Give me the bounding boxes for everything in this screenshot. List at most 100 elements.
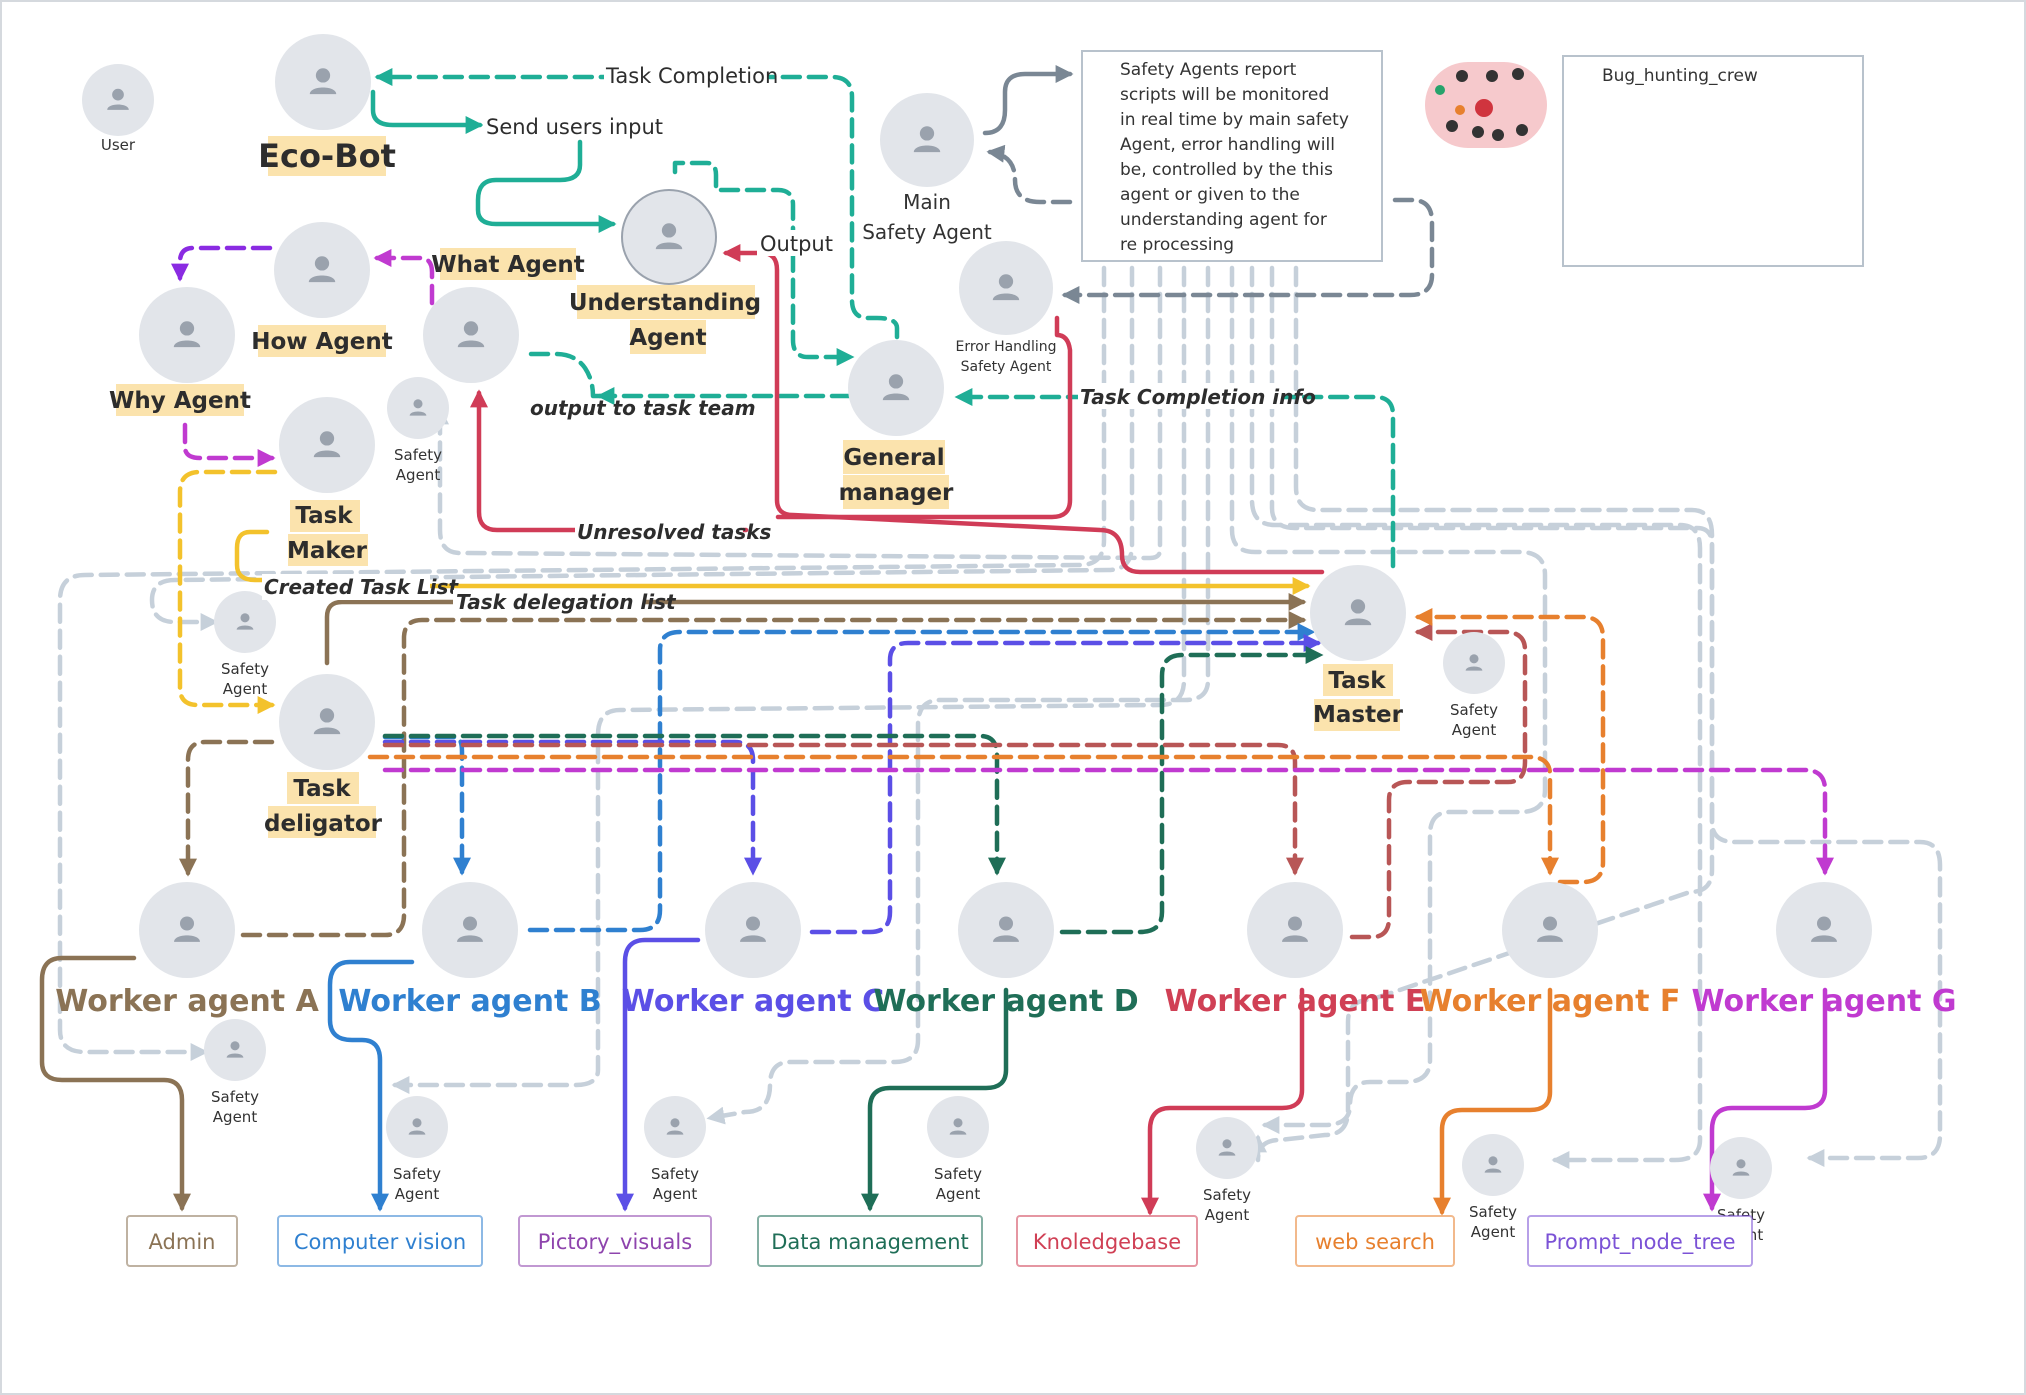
tool-label: Data management <box>771 1230 969 1254</box>
worker-agent-node[interactable]: Worker agent G <box>1692 882 1957 1019</box>
yellow-edges <box>177 469 1311 714</box>
user-node[interactable]: User <box>82 64 154 154</box>
safety-agent-node[interactable]: Safety Agent <box>644 1096 706 1203</box>
worker-agent-label: Worker agent D <box>873 984 1138 1019</box>
safety-note-line: understanding agent for <box>1120 210 1327 230</box>
task-deligator-node[interactable]: Task deligator <box>264 674 383 838</box>
worker-agent-node[interactable]: Worker agent D <box>873 882 1139 1019</box>
task-deligator-label-1: Task <box>293 776 351 802</box>
label-task-completion: Task Completion <box>605 64 778 88</box>
tool-box[interactable]: web search <box>1295 1215 1455 1267</box>
main-safety-agent-label-1: Main <box>903 190 951 214</box>
tool-box[interactable]: Pictory_visuals <box>518 1215 712 1267</box>
tool-label: web search <box>1315 1230 1435 1254</box>
worker-agent-node[interactable]: Worker agent C <box>622 882 884 1019</box>
safety-note-line: Agent, error handling will <box>1120 135 1335 155</box>
safety-agent-node[interactable]: Safety Agent <box>927 1096 989 1203</box>
tool-label: Admin <box>149 1230 216 1254</box>
safety-agent-node[interactable]: Safety Agent <box>1443 632 1505 739</box>
tool-box-border <box>757 1215 983 1267</box>
worker-agent-label: Worker agent A <box>55 984 319 1019</box>
safety-agent-node[interactable]: Safety Agent <box>1462 1134 1524 1241</box>
edge-e-to-knoledgebase <box>1141 987 1305 1216</box>
brown-edges <box>39 593 1307 1212</box>
safety-agent-label-1: Safety <box>211 1088 259 1106</box>
why-agent-node[interactable]: Why Agent <box>109 287 251 416</box>
worker-agent-node[interactable]: Worker agent E <box>1165 882 1426 1019</box>
task-maker-node[interactable]: Task Maker <box>279 397 375 566</box>
how-agent-node[interactable]: How Agent <box>251 222 393 357</box>
safety-agent-label-2: Agent <box>1205 1206 1250 1224</box>
label-unresolved-tasks: Unresolved tasks <box>577 520 772 544</box>
safety-agent-label-2: Agent <box>653 1185 698 1203</box>
edge-labels: Task Completion Send users input Output … <box>262 61 1316 616</box>
orange-edges <box>367 608 1606 1216</box>
worker-agent-node[interactable]: Worker agent A <box>55 882 320 1019</box>
safety-agent-node[interactable]: Safety Agent <box>1196 1117 1258 1224</box>
indigo-edges <box>382 634 1322 1212</box>
worker-agent-label: Worker agent G <box>1692 984 1957 1019</box>
safety-agent-node[interactable]: Safety Agent <box>386 1096 448 1203</box>
worker-agent-node[interactable]: Worker agent F <box>1420 882 1681 1019</box>
safety-agents: Safety Agent Safety Agent Safety Agent Safety A… <box>204 377 1772 1244</box>
label-output-to-task-team: output to task team <box>530 396 756 420</box>
tool-box[interactable]: Prompt_node_tree <box>1527 1215 1753 1267</box>
safety-agent-label-1: Safety <box>393 1165 441 1183</box>
main-safety-agent-label-2: Safety Agent <box>862 220 992 244</box>
label-task-delegation-list: Task delegation list <box>456 590 677 614</box>
purple-edges <box>171 245 435 467</box>
teal-edges <box>370 68 1396 569</box>
tool-box[interactable]: Admin <box>126 1215 238 1267</box>
error-handling-safety-agent-node[interactable]: Error Handling Safety Agent <box>956 241 1057 375</box>
how-agent-label: How Agent <box>251 329 393 355</box>
tool-box[interactable]: Data management <box>757 1215 983 1267</box>
tool-box-border <box>1527 1215 1753 1267</box>
safety-note-line: scripts will be monitored <box>1120 85 1329 105</box>
tools: Admin Computer vision Pictory_visuals Data … <box>126 1215 1753 1267</box>
safety-note-line: be, controlled by the this <box>1120 160 1333 180</box>
task-master-node[interactable]: Task Master <box>1310 565 1406 731</box>
general-manager-label-2: manager <box>839 480 954 506</box>
safety-note-box <box>1081 50 1383 262</box>
error-handling-label-2: Safety Agent <box>961 359 1052 375</box>
general-manager-label-1: General <box>843 445 944 471</box>
safety-agent-label-2: Agent <box>1471 1223 1516 1241</box>
general-manager-node[interactable]: General manager <box>839 340 954 509</box>
task-master-label-2: Master <box>1313 702 1404 728</box>
worker-agent-node[interactable]: Worker agent B <box>338 882 602 1019</box>
safety-agent-label-2: Agent <box>936 1185 981 1203</box>
label-send-users-input: Send users input <box>486 115 663 139</box>
bug-hunting-crew-label: Bug_hunting_crew <box>1602 66 1758 86</box>
safety-agent-label-1: Safety <box>394 446 442 464</box>
safety-agent-node[interactable]: Safety Agent <box>204 1019 266 1126</box>
tool-box[interactable]: Knoledgebase <box>1016 1215 1198 1267</box>
safety-agent-node[interactable]: Safety Agent <box>387 377 449 484</box>
understanding-agent-node[interactable]: Understanding Agent <box>569 189 761 354</box>
safety-agent-label-2: Agent <box>1452 721 1497 739</box>
task-maker-label-2: Maker <box>287 538 368 564</box>
worker-agents: Worker agent A Worker agent B Worker agent… <box>55 882 1957 1019</box>
tool-label: Prompt_node_tree <box>1545 1230 1736 1255</box>
bug-hunting-crew-box <box>1562 55 1864 267</box>
safety-agent-label-2: Agent <box>396 466 441 484</box>
main-safety-agent-node[interactable]: Main Safety Agent <box>862 93 992 244</box>
what-agent-node[interactable]: What Agent <box>423 248 585 383</box>
tool-box-border <box>1016 1215 1198 1267</box>
safety-agent-label-1: Safety <box>1469 1203 1517 1221</box>
safety-agent-node[interactable]: Safety Agent <box>214 591 276 698</box>
worker-agent-label: Worker agent F <box>1420 984 1681 1019</box>
safety-agent-label-1: Safety <box>1203 1186 1251 1204</box>
tool-box[interactable]: Computer vision <box>277 1215 483 1267</box>
safety-note-line: in real time by main safety <box>1120 110 1349 130</box>
eco-bot-node[interactable]: Eco-Bot <box>258 34 396 176</box>
red-worker-edges <box>382 623 1528 940</box>
safety-note-line: re processing <box>1120 235 1234 255</box>
understanding-agent-label-2: Agent <box>629 325 706 351</box>
tool-box-border <box>518 1215 712 1267</box>
tool-box-border <box>1295 1215 1455 1267</box>
main-safety-edges <box>982 65 1435 304</box>
task-deligator-label-2: deligator <box>264 811 383 837</box>
safety-agent-label-2: Agent <box>223 680 268 698</box>
tool-label: Knoledgebase <box>1033 1230 1181 1254</box>
